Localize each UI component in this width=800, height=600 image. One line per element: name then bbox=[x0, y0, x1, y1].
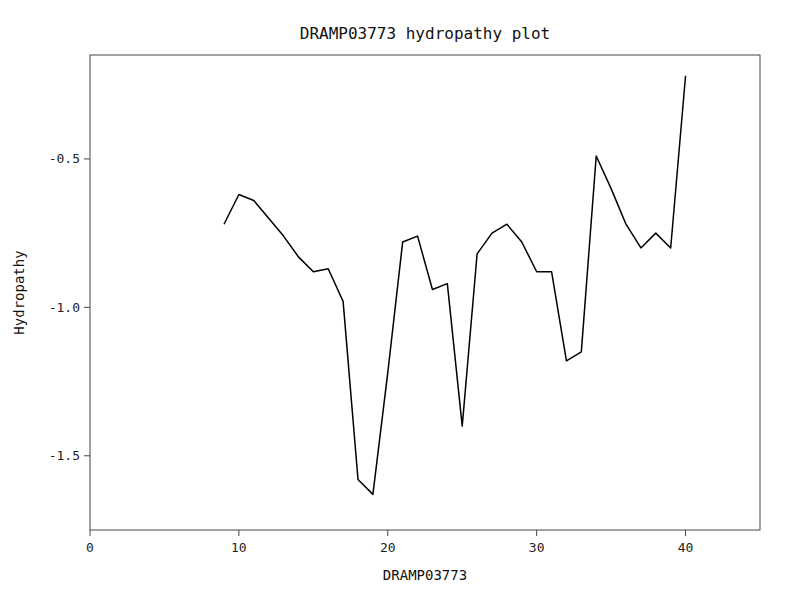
x-tick bbox=[387, 530, 388, 536]
y-tick bbox=[84, 455, 90, 456]
x-axis-label: DRAMP03773 bbox=[383, 567, 467, 583]
plot-area bbox=[224, 76, 686, 495]
y-axis: -0.5 -1.0 -1.5 bbox=[49, 151, 90, 463]
y-tick-label: -0.5 bbox=[49, 151, 80, 166]
y-tick bbox=[84, 307, 90, 308]
x-tick-label: 40 bbox=[678, 540, 694, 555]
x-tick bbox=[536, 530, 537, 536]
y-tick-label: -1.5 bbox=[49, 448, 80, 463]
x-tick-label: 10 bbox=[231, 540, 247, 555]
chart: 0 10 20 30 40 -0.5 -1.0 -1.5 DRAMP03773 hydropat… bbox=[0, 0, 800, 600]
x-tick bbox=[238, 530, 239, 536]
y-axis-label: Hydropathy bbox=[11, 250, 27, 334]
x-tick-label: 0 bbox=[86, 540, 94, 555]
data-line bbox=[224, 76, 686, 495]
y-tick bbox=[84, 158, 90, 159]
plot-frame bbox=[90, 55, 760, 530]
x-tick-label: 30 bbox=[529, 540, 545, 555]
chart-title: DRAMP03773 hydropathy plot bbox=[300, 24, 550, 43]
x-tick bbox=[90, 530, 91, 536]
x-axis: 0 10 20 30 40 bbox=[86, 530, 693, 555]
y-tick-label: -1.0 bbox=[49, 300, 80, 315]
chart-container: 0 10 20 30 40 -0.5 -1.0 -1.5 DRAMP03773 hydropat… bbox=[0, 0, 800, 600]
x-tick bbox=[685, 530, 686, 536]
x-tick-label: 20 bbox=[380, 540, 396, 555]
